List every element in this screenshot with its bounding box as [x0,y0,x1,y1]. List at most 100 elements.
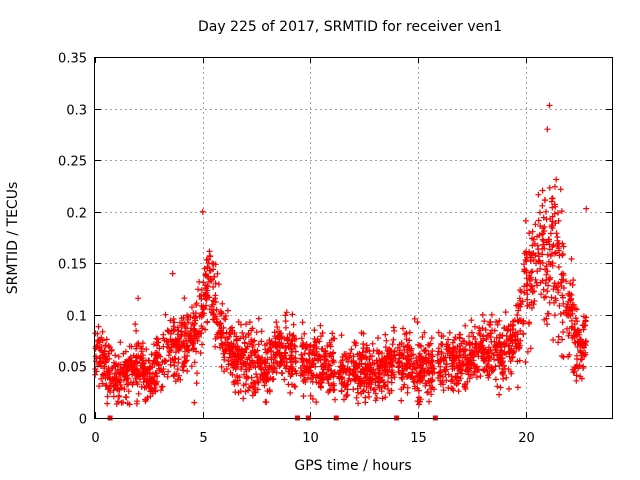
data-point [495,357,501,364]
data-point [312,363,319,370]
data-point [535,191,542,198]
data-point [473,374,480,381]
data-point [419,334,426,340]
data-point [417,364,424,371]
data-point [558,208,565,215]
data-point [122,364,129,371]
data-point [133,400,140,407]
data-point [317,373,324,380]
data-point [481,367,488,374]
data-point [384,369,391,375]
data-point [377,370,384,376]
data-point [403,360,410,367]
data-point [198,312,205,318]
data-point [381,371,387,378]
data-point [290,332,297,339]
data-point [290,321,297,328]
data-point [165,368,172,375]
data-point [396,359,403,365]
data-point [299,371,306,377]
data-point [115,392,122,399]
y-tick-label: 0.25 [58,155,87,170]
data-point [95,323,102,330]
data-point [210,261,217,267]
data-point [457,367,464,374]
data-point [192,335,199,342]
data-point [506,349,513,356]
data-point [128,379,134,386]
data-point [355,400,362,407]
data-point [280,354,287,361]
data-point [569,366,576,373]
data-point [507,338,514,345]
data-point [240,395,247,402]
data-point [206,252,213,259]
data-point [101,354,108,361]
data-point [207,276,214,283]
data-point [155,365,162,372]
data-point [311,327,318,334]
data-point [282,318,289,325]
data-point [270,376,277,382]
data-point [332,396,338,403]
data-point [560,243,567,250]
data-point [526,249,533,255]
data-point [112,381,119,388]
data-point [299,319,306,326]
data-point [176,372,182,379]
data-point [331,369,338,375]
data-point [481,353,488,360]
data-point [496,331,503,338]
data-point [539,231,546,238]
data-point [466,341,473,348]
data-point [526,272,533,279]
data-point [520,331,527,338]
data-point [576,327,583,334]
data-point [238,321,244,328]
data-point [560,354,567,361]
data-point [262,398,269,405]
y-tick-label: 0.35 [58,52,87,67]
data-point [115,398,121,405]
data-point [124,400,131,407]
data-point [172,349,179,356]
data-point [391,348,398,355]
data-point [282,365,289,372]
data-point [415,387,422,394]
data-point [307,392,314,399]
y-tick-label: 0.1 [66,310,87,325]
data-point [151,373,158,380]
data-point [508,370,515,377]
data-point [437,373,444,380]
data-point [266,388,273,395]
data-point [238,346,245,353]
data-point [92,353,99,360]
data-point [234,372,241,379]
data-point [135,295,142,302]
data-point [369,353,375,359]
data-point [514,384,521,391]
data-point [96,383,103,390]
data-point [376,348,383,355]
data-point [130,369,137,376]
data-point [255,315,262,322]
data-point [539,202,546,209]
data-point [134,368,141,375]
data-point [563,278,570,285]
data-point [549,225,556,231]
data-point [512,331,519,338]
data-point [437,381,444,388]
data-point [202,271,209,278]
data-point [418,356,425,363]
data-point [175,337,182,344]
data-point [394,344,401,351]
data-point [269,342,275,348]
data-point [110,387,117,394]
data-point [524,348,531,355]
data-point [199,325,206,332]
data-point [171,359,177,366]
data-point [448,348,455,355]
data-point [182,332,188,339]
data-point [476,367,482,374]
data-point [514,312,521,318]
